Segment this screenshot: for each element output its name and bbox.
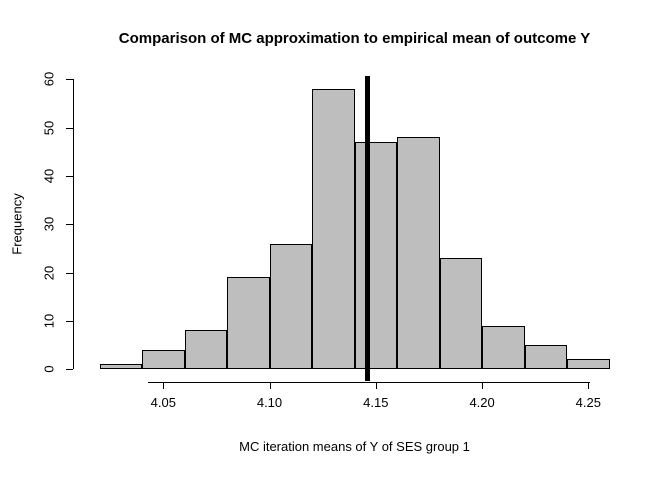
histogram-bar [567,359,610,369]
y-axis-tick [66,79,73,81]
histogram-bar [482,325,525,369]
x-axis-tick-label: 4.20 [469,395,495,410]
x-axis-tick-label: 4.15 [363,395,389,410]
y-axis-tick-label: 20 [41,265,57,280]
x-axis-tick [163,382,165,389]
x-axis-line [148,382,590,383]
y-axis-title: Frequency [9,193,25,255]
histogram-bar [397,137,440,369]
y-axis-tick-label: 40 [41,168,57,184]
y-axis-tick [66,127,73,129]
y-axis-tick-label: 30 [41,216,57,232]
histogram-bar [227,277,270,369]
y-axis-tick [66,224,73,226]
y-axis-tick [66,272,73,274]
histogram-bar [524,344,567,369]
chart-title: Comparison of MC approximation to empiri… [118,30,591,47]
reference-line [364,76,370,381]
histogram-bar [142,349,185,369]
y-axis-tick-label: 0 [41,365,57,373]
x-axis-tick [375,382,377,389]
x-axis-tick-label: 4.05 [150,395,176,410]
histogram-bar [439,258,482,369]
x-axis-title: MC iteration means of Y of SES group 1 [239,439,470,454]
x-axis-tick-label: 4.10 [256,395,283,410]
y-axis-tick [66,320,73,322]
x-axis-tick [482,382,484,389]
y-axis-tick [66,176,73,177]
y-axis-tick [66,369,73,370]
y-axis-tick-label: 60 [41,72,57,87]
histogram-bar [269,243,312,369]
histogram-bar [354,142,397,369]
histogram-bar [99,364,142,369]
x-axis-tick-label: 4.25 [575,395,601,410]
histogram-bar [184,330,227,369]
y-axis-tick-label: 50 [41,120,57,135]
y-axis-line [73,79,74,369]
histogram-bar [312,89,355,369]
y-axis-tick-label: 10 [41,313,57,328]
x-axis-tick [269,382,271,389]
x-axis-tick [588,382,590,389]
